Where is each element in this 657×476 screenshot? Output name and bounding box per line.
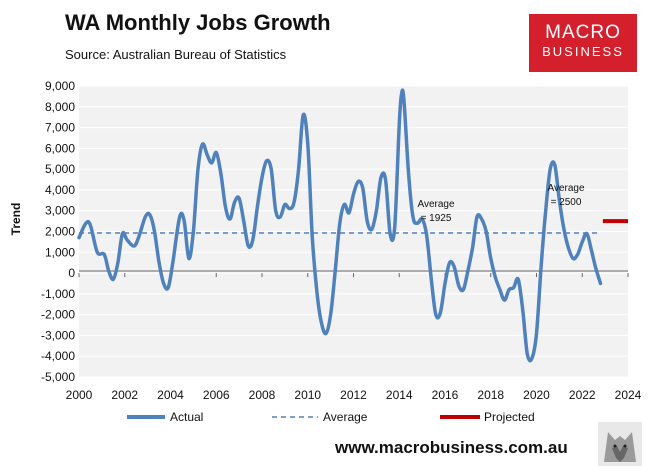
x-tick-label: 2004	[157, 388, 184, 402]
x-axis-ticks: 2000 2002 2004 2006 2008 2010 2012 2014 2016 2018…	[66, 388, 642, 402]
legend-average-label: Average	[323, 410, 368, 424]
x-tick-label: 2018	[477, 388, 504, 402]
x-tick-label: 2024	[615, 388, 642, 402]
x-tick-label: 2014	[386, 388, 413, 402]
y-tick-label: 9,000	[45, 79, 75, 93]
y-tick-label: -1,000	[41, 287, 75, 301]
actual-series-line	[77, 88, 603, 363]
legend-projected-label: Projected	[484, 410, 535, 424]
average-annotation-label: Average	[417, 199, 455, 210]
x-tick-label: 2020	[523, 388, 550, 402]
macrobusiness-logo: MACRO BUSINESS	[529, 14, 637, 72]
y-tick-label: 4,000	[45, 183, 75, 197]
wolf-logo-icon	[598, 422, 642, 466]
y-tick-label: 5,000	[45, 162, 75, 176]
website-url: www.macrobusiness.com.au	[335, 438, 568, 457]
average-annotation-value: = 1925	[421, 213, 452, 224]
gridlines	[79, 85, 628, 378]
y-tick-label: 1,000	[45, 245, 75, 259]
y-tick-label: -4,000	[41, 349, 75, 363]
legend-actual-label: Actual	[170, 410, 203, 424]
logo-line-1: MACRO	[545, 22, 621, 43]
y-tick-label: 2,000	[45, 225, 75, 239]
logo-line-2: BUSINESS	[542, 44, 624, 59]
y-tick-label: -3,000	[41, 328, 75, 342]
chart-title: WA Monthly Jobs Growth	[65, 10, 331, 35]
chart-subtitle: Source: Australian Bureau of Statistics	[65, 47, 287, 62]
y-tick-label: 6,000	[45, 141, 75, 155]
y-tick-label: -2,000	[41, 308, 75, 322]
x-tick-label: 2000	[66, 388, 93, 402]
x-tick-label: 2006	[203, 388, 230, 402]
projected-annotation-value: = 2500	[551, 197, 582, 208]
y-axis-label: Trend	[9, 203, 23, 236]
y-tick-label: 3,000	[45, 204, 75, 218]
x-tick-label: 2010	[294, 388, 321, 402]
x-tick-label: 2002	[111, 388, 138, 402]
x-tick-label: 2012	[340, 388, 367, 402]
x-tick-label: 2016	[432, 388, 459, 402]
y-tick-label: -5,000	[41, 370, 75, 384]
x-tick-label: 2022	[569, 388, 596, 402]
y-tick-label: 8,000	[45, 100, 75, 114]
x-tick-label: 2008	[249, 388, 276, 402]
y-tick-label: 0	[68, 266, 75, 280]
projected-annotation-label: Average	[547, 183, 585, 194]
y-axis-ticks: 9,000 8,000 7,000 6,000 5,000 4,000 3,000 2,000…	[41, 79, 75, 384]
y-tick-label: 7,000	[45, 121, 75, 135]
